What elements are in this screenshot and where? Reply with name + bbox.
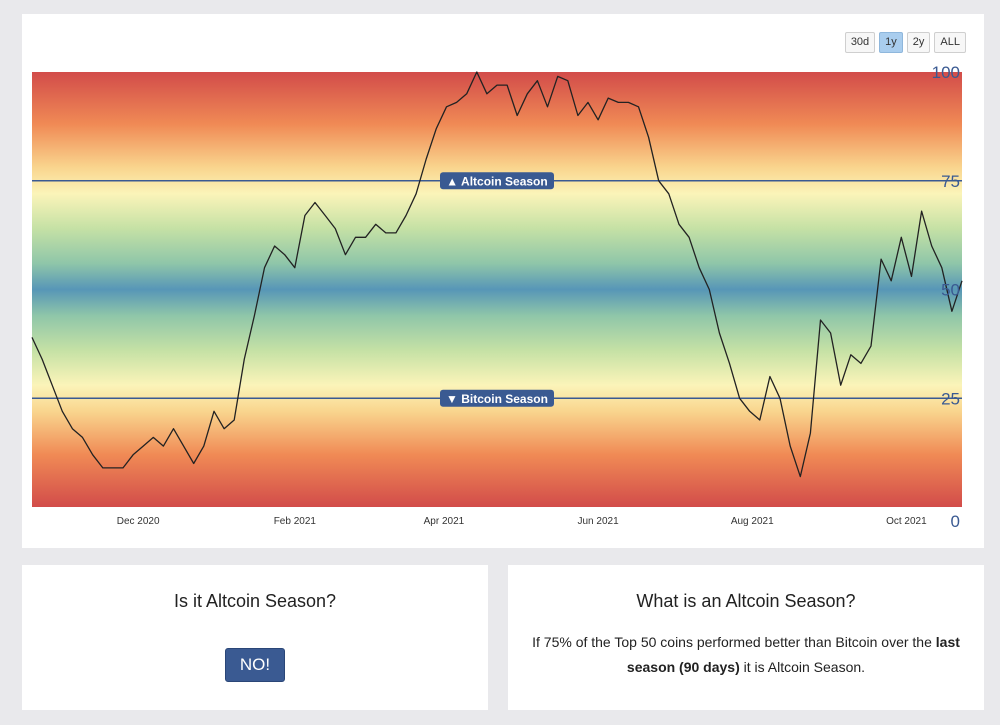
series-line-0: [31, 71, 963, 478]
is-altcoin-season-box: Is it Altcoin Season? NO!: [22, 565, 488, 710]
range-button-all[interactable]: ALL: [934, 32, 966, 53]
y-tick-100: 100: [932, 63, 960, 82]
x-tick-1: Feb 2021: [274, 516, 317, 527]
desc-part1: If 75% of the Top 50 coins performed bet…: [532, 634, 936, 650]
band-label-25: ▼ Bitcoin Season: [446, 392, 548, 406]
band-label-75: ▲ Altcoin Season: [446, 174, 547, 188]
season-answer-button[interactable]: NO!: [224, 648, 286, 682]
y-tick-75: 75: [941, 172, 960, 191]
x-tick-3: Jun 2021: [578, 516, 620, 527]
y-tick-25: 25: [941, 389, 960, 408]
range-button-2y[interactable]: 2y: [906, 32, 931, 53]
band-label-bg-75: [440, 172, 554, 190]
range-button-1y[interactable]: 1y: [879, 32, 903, 53]
chart-panel: 30d 1y 2y ALL ▲ Altcoin Season ▼ Bitcoin: [22, 14, 984, 548]
x-tick-0: Dec 2020: [117, 516, 160, 527]
y-tick-50: 50: [941, 281, 960, 300]
x-tick-2: Apr 2021: [424, 516, 465, 527]
desc-bold: last season (90 days): [626, 634, 960, 675]
range-button-30d[interactable]: 30d: [844, 32, 876, 53]
altcoin-season-chart: ▲ Altcoin Season ▼ Bitcoin Season 100 75 50…: [31, 63, 963, 531]
band-label-bg-25: [440, 389, 554, 407]
y-tick-0: 0: [951, 512, 960, 531]
x-tick-4: Aug 2021: [731, 516, 774, 527]
plot-background: [32, 72, 962, 507]
altcoin-season-description: If 75% of the Top 50 coins performed bet…: [530, 630, 962, 680]
x-tick-5: Oct 2021: [886, 516, 927, 527]
what-is-altcoin-season-box: What is an Altcoin Season? If 75% of the…: [508, 565, 984, 710]
is-altcoin-season-title: Is it Altcoin Season?: [173, 591, 337, 611]
what-is-altcoin-season-title: What is an Altcoin Season?: [636, 591, 856, 611]
range-selector: 30d 1y 2y ALL: [844, 32, 966, 53]
desc-part2: it is Altcoin Season.: [739, 659, 866, 675]
